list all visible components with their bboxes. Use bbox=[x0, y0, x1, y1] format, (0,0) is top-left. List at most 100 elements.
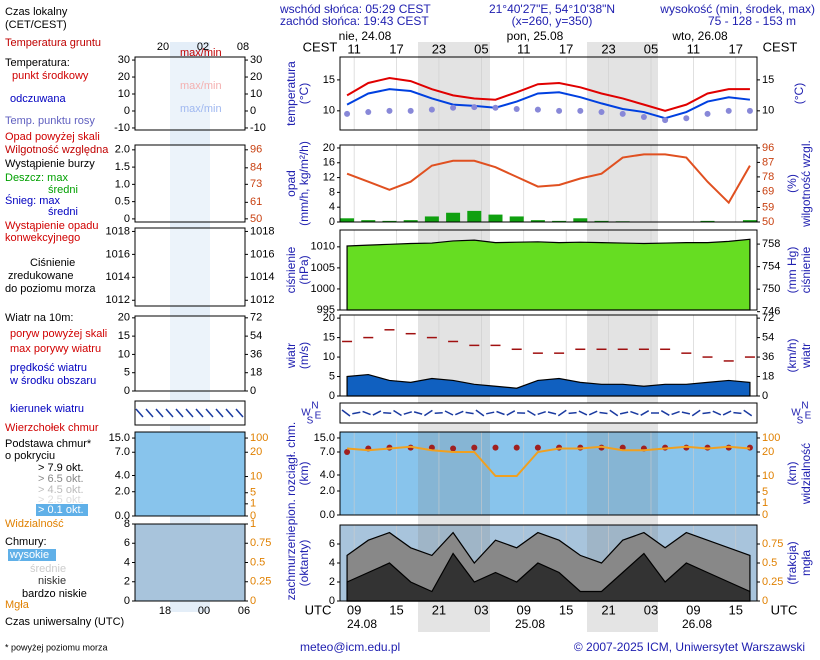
y-tick-label: 20 bbox=[323, 142, 335, 154]
legend-label: odczuwana bbox=[10, 93, 67, 105]
legend-label: Wystąpienie opadu bbox=[5, 220, 98, 232]
compass: N bbox=[311, 401, 318, 412]
legend-label: Temperatura: bbox=[5, 57, 70, 69]
compass: N bbox=[801, 401, 808, 412]
night-band bbox=[418, 57, 490, 130]
dot bbox=[534, 106, 541, 113]
wind-arrow bbox=[691, 409, 701, 417]
y2-tick-label: 750 bbox=[762, 283, 780, 295]
x-tick-label: 15 bbox=[729, 602, 743, 617]
y2-axis-label: ciśnienie bbox=[799, 246, 813, 293]
legend-panel bbox=[134, 227, 246, 307]
bar bbox=[509, 216, 524, 222]
y-tick-label: 1018 bbox=[106, 225, 130, 237]
legend-label: Chmury: bbox=[5, 536, 47, 548]
y-axis-label: wiatr bbox=[284, 343, 298, 369]
y2-tick-label: 15 bbox=[762, 74, 774, 86]
y2-tick-label: 1016 bbox=[250, 248, 274, 260]
wind-arrow bbox=[547, 411, 557, 415]
legend-hour: 00 bbox=[198, 605, 210, 617]
y2-tick-label: 5 bbox=[762, 486, 768, 498]
legend-label: > 6.5 okt. bbox=[38, 473, 84, 485]
y2-axis-label: widzialność bbox=[799, 443, 813, 505]
y-tick-label: 2.0 bbox=[115, 486, 130, 498]
bar bbox=[573, 218, 588, 222]
y-axis-label: (mm/h, kg/m²/h) bbox=[297, 141, 311, 226]
dot bbox=[725, 107, 732, 114]
x-tick-label: 17 bbox=[729, 41, 743, 56]
y2-tick-label: 0 bbox=[250, 510, 256, 522]
legend-label: (CET/CEST) bbox=[5, 19, 67, 31]
y-tick-label: 5 bbox=[124, 367, 130, 379]
y-axis-label: ciśnienie bbox=[284, 246, 298, 293]
legend-label: do poziomu morza bbox=[5, 283, 96, 295]
y-tick-label: 0 bbox=[124, 595, 130, 607]
day-label: 24.08 bbox=[347, 617, 377, 631]
legend-label: Opad powyżej skali bbox=[5, 131, 100, 143]
panel-frame bbox=[339, 56, 758, 131]
compass: W bbox=[791, 408, 801, 419]
wind-arrow bbox=[588, 410, 598, 416]
y-tick-label: 0 bbox=[124, 213, 130, 225]
elevation: 75 - 128 - 153 m bbox=[708, 14, 796, 28]
panel-frame bbox=[339, 431, 758, 516]
copyright: © 2007-2025 ICM, Uniwersytet Warszawski bbox=[574, 640, 805, 654]
wind-arrow bbox=[135, 408, 144, 418]
time-label: UTC bbox=[305, 602, 332, 617]
time-label: CEST bbox=[763, 39, 798, 54]
y2-tick-label: 61 bbox=[250, 196, 262, 208]
x-tick-label: 21 bbox=[601, 602, 615, 617]
legend-label: max/min bbox=[180, 103, 222, 115]
y-tick-label: 5 bbox=[329, 370, 335, 382]
night-band bbox=[587, 145, 658, 222]
y2-tick-label: 1 bbox=[250, 518, 256, 530]
wind-arrow bbox=[568, 411, 577, 415]
wind-arrow bbox=[557, 409, 567, 417]
y-tick-label: 4.0 bbox=[115, 469, 130, 481]
dot bbox=[344, 449, 351, 456]
series-line bbox=[346, 88, 751, 120]
y-tick-label: 1014 bbox=[106, 271, 130, 283]
x-tick-label: 11 bbox=[347, 41, 361, 56]
y2-tick-label: 0.75 bbox=[250, 537, 271, 549]
y-tick-label: 15.0 bbox=[314, 432, 335, 444]
x-tick-label: 05 bbox=[644, 41, 658, 56]
y-tick-label: 2 bbox=[329, 576, 335, 588]
y-tick-label: 8 bbox=[329, 186, 335, 198]
bar bbox=[700, 220, 715, 222]
email: meteo@icm.edu.pl bbox=[300, 640, 400, 654]
bar bbox=[530, 220, 545, 222]
y-axis-label: (km) bbox=[297, 462, 311, 486]
dot bbox=[492, 444, 499, 451]
y-tick-label: 20 bbox=[323, 312, 335, 324]
y2-tick-label: 73 bbox=[250, 178, 262, 190]
x-tick-label: 09 bbox=[347, 602, 361, 617]
legend-panel bbox=[134, 56, 246, 131]
wind-arrow bbox=[413, 411, 423, 415]
wind-arrow bbox=[599, 411, 608, 415]
legend-box bbox=[36, 504, 88, 516]
dot bbox=[662, 117, 669, 124]
wind-arrow bbox=[145, 408, 154, 418]
legend-hour: 18 bbox=[159, 605, 171, 617]
y2-tick-label: 96 bbox=[762, 142, 774, 154]
legend-panel bbox=[134, 431, 246, 517]
dot bbox=[428, 106, 435, 113]
y-axis-label: pion. rozciągł. chm. bbox=[284, 422, 298, 525]
legend-hour: 20 bbox=[157, 41, 169, 53]
y-tick-label: 6 bbox=[124, 537, 130, 549]
x-tick-label: 09 bbox=[517, 602, 531, 617]
y-tick-label: 12 bbox=[323, 171, 335, 183]
time-label: CEST bbox=[303, 39, 338, 54]
y-tick-label: 4 bbox=[329, 557, 335, 569]
y2-tick-label: 0.5 bbox=[250, 556, 265, 568]
y2-tick-label: 69 bbox=[762, 185, 774, 197]
legend-panel bbox=[134, 523, 246, 602]
wind-arrow bbox=[619, 411, 629, 415]
x-tick-label: 15 bbox=[559, 602, 573, 617]
legend-hour: 08 bbox=[237, 41, 249, 53]
y2-tick-label: 0.25 bbox=[250, 576, 271, 588]
wind-arrow bbox=[423, 409, 433, 417]
y2-tick-label: 50 bbox=[250, 213, 262, 225]
y2-tick-label: 758 bbox=[762, 238, 780, 250]
